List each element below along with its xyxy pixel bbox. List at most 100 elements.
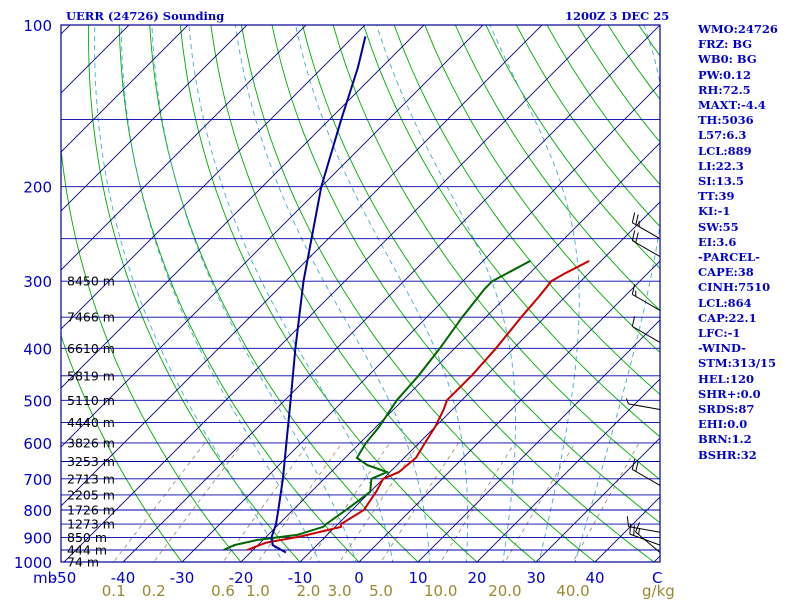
wind-barb	[631, 459, 661, 486]
mixing-ratio-line	[339, 442, 420, 562]
mixing-ratio-line	[113, 442, 206, 562]
moist-adiabat-line	[489, 25, 580, 562]
dry-adiabat-line	[454, 25, 660, 312]
dry-adiabat-line	[149, 25, 419, 562]
parcel-profile	[270, 36, 367, 554]
stat-item: SHR+:0.0	[698, 386, 761, 401]
isotherm-line	[0, 13, 23, 573]
stat-item: CINH:7510	[698, 280, 771, 295]
height-label: 5110 m	[67, 393, 115, 408]
isotherm-line	[476, 378, 660, 562]
wind-barbs	[625, 212, 661, 553]
height-label: 8450 m	[67, 274, 115, 289]
isotherm-line	[61, 25, 248, 212]
stat-item: BRN:1.2	[698, 432, 752, 447]
temperature-tick-label: -50	[52, 569, 77, 587]
mixing-ratio-label: 0.1	[102, 582, 126, 600]
stat-item: LCL:889	[698, 143, 752, 158]
stat-item: BSHR:32	[698, 447, 757, 462]
wind-barb	[635, 522, 661, 553]
dry-adiabat-line	[302, 25, 660, 524]
isotherm-line	[61, 25, 189, 153]
mixing-ratio-label: 0.6	[211, 582, 235, 600]
mixing-ratio-label: 1.0	[246, 582, 270, 600]
isotherm-line	[63, 25, 602, 562]
moist-adiabat-line	[188, 25, 394, 562]
mixing-ratio-label: 0.2	[142, 582, 166, 600]
wind-barb	[625, 398, 661, 410]
moist-adiabat-line	[376, 25, 516, 562]
stat-item: RH:72.5	[698, 82, 751, 97]
temperature-tick-label: 30	[526, 569, 545, 587]
mixing-ratio-line	[257, 442, 343, 562]
dry-adiabat-line	[88, 25, 301, 562]
height-label: 2205 m	[67, 487, 115, 502]
height-label: 2713 m	[67, 471, 115, 486]
plot-frame	[60, 24, 661, 563]
wind-barb	[626, 516, 661, 533]
pressure-tick-label: 500	[23, 392, 52, 410]
stat-item: KI:-1	[698, 204, 731, 219]
temperature-tick-label: 10	[408, 569, 427, 587]
dry-adiabat-line	[210, 25, 537, 562]
mixing-ratio-line	[504, 442, 576, 562]
height-label: 3253 m	[67, 454, 115, 469]
pressure-tick-label: 700	[23, 471, 52, 489]
isotherm-line	[61, 25, 543, 507]
temperature-tick-label: -30	[170, 569, 195, 587]
height-label: 4440 m	[67, 415, 115, 430]
stat-item: CAP:22.1	[698, 310, 757, 325]
stat-item: L57:6.3	[698, 128, 747, 143]
height-label: 850 m	[67, 530, 107, 545]
temperature-tick-label: -40	[111, 569, 136, 587]
mixing-ratio-label: 3.0	[328, 582, 352, 600]
stat-item: TH:5036	[698, 113, 754, 128]
dry-adiabat-line	[271, 25, 655, 562]
height-label: 7466 m	[67, 310, 115, 325]
stat-item: FRZ: BG	[698, 37, 753, 52]
stat-item: WB0: BG	[698, 52, 757, 67]
mixing-ratio-line	[153, 442, 244, 562]
mixing-ratio-line	[572, 442, 640, 562]
stat-item: LFC:-1	[698, 326, 741, 341]
pressure-tick-label: 200	[23, 179, 52, 197]
dry-adiabat-line	[393, 25, 660, 396]
dry-adiabat-line	[179, 25, 478, 562]
pressure-tick-label: 800	[23, 502, 52, 520]
moist-adiabat-line	[151, 25, 357, 562]
temperature-tick-label: 40	[585, 569, 604, 587]
stat-item: CAPE:38	[698, 265, 754, 280]
dry-adiabat-line	[118, 25, 360, 562]
mixing-ratio-label: 10.0	[424, 582, 457, 600]
height-label: 74 m	[67, 555, 99, 570]
isotherm-line	[240, 142, 660, 562]
height-label: 444 m	[67, 543, 107, 558]
temperature-tick-label: 0	[354, 569, 364, 587]
stat-item: LCL:864	[698, 295, 752, 310]
stat-item: EHI:0.0	[698, 417, 748, 432]
mixing-ratio-label: 20.0	[488, 582, 521, 600]
wind-barb	[631, 316, 661, 343]
moist-adiabat-line	[295, 25, 469, 562]
height-label: 1273 m	[67, 517, 115, 532]
dry-adiabat-line	[61, 334, 183, 562]
height-label: 5819 m	[67, 368, 115, 383]
mixing-ratio-label: 40.0	[556, 582, 589, 600]
mixing-ratio-label: 2.0	[296, 582, 320, 600]
stat-item: TT:39	[698, 189, 735, 204]
moist-adiabat-line	[574, 25, 660, 562]
moist-adiabat-line	[94, 25, 284, 562]
isotherm-line	[61, 25, 366, 330]
stat-item: HEL:120	[698, 371, 754, 386]
stat-item: STM:313/15	[698, 356, 777, 371]
temperature-tick-label: -10	[288, 569, 313, 587]
stat-item: SW:55	[698, 219, 739, 234]
wind-barb	[631, 230, 661, 258]
height-label: 1726 m	[67, 503, 115, 518]
height-label: 3826 m	[67, 435, 115, 450]
stat-item: WMO:24726	[698, 22, 778, 36]
pressure-tick-label: 300	[23, 273, 52, 291]
moist-adiabat-line	[234, 25, 431, 562]
stat-item: -PARCEL-	[698, 250, 760, 265]
